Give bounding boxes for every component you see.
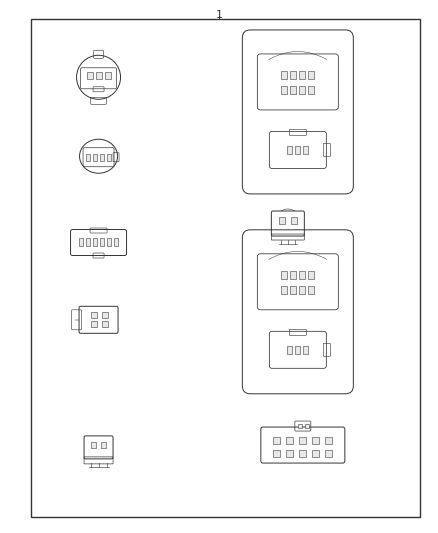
Bar: [279, 217, 285, 224]
Bar: [107, 154, 111, 161]
Bar: [295, 346, 300, 354]
Bar: [290, 271, 296, 279]
Bar: [114, 238, 118, 246]
Bar: [298, 424, 302, 428]
Bar: [273, 437, 280, 443]
Bar: [100, 238, 104, 246]
Bar: [86, 238, 90, 246]
Bar: [281, 271, 287, 279]
Bar: [299, 86, 305, 94]
Bar: [312, 437, 319, 443]
Bar: [93, 238, 97, 246]
Bar: [304, 346, 308, 354]
Bar: [312, 449, 319, 457]
Bar: [91, 312, 96, 318]
Bar: [287, 146, 292, 154]
Bar: [299, 449, 306, 457]
Bar: [79, 238, 83, 246]
Bar: [102, 312, 108, 318]
Bar: [305, 424, 309, 428]
Bar: [91, 321, 96, 327]
Bar: [325, 437, 332, 443]
Bar: [308, 286, 314, 294]
Bar: [308, 86, 314, 94]
Bar: [93, 154, 97, 161]
Text: 1: 1: [215, 10, 223, 20]
Bar: [308, 271, 314, 279]
Bar: [290, 71, 296, 79]
Bar: [299, 437, 306, 443]
Bar: [105, 72, 110, 79]
Bar: [107, 238, 111, 246]
Bar: [281, 286, 287, 294]
Bar: [273, 449, 280, 457]
Bar: [325, 449, 332, 457]
Bar: [290, 286, 296, 294]
Bar: [281, 71, 287, 79]
Bar: [281, 86, 287, 94]
Bar: [100, 154, 104, 161]
Bar: [86, 154, 90, 161]
Bar: [287, 346, 292, 354]
Bar: [31, 19, 420, 517]
Bar: [87, 72, 92, 79]
Bar: [286, 437, 293, 443]
Bar: [291, 217, 297, 224]
Bar: [101, 442, 106, 448]
Bar: [299, 71, 305, 79]
Bar: [304, 146, 308, 154]
Bar: [286, 449, 293, 457]
Bar: [290, 86, 296, 94]
Bar: [308, 71, 314, 79]
Bar: [102, 321, 108, 327]
Bar: [299, 286, 305, 294]
Bar: [91, 442, 96, 448]
Bar: [95, 72, 102, 79]
Bar: [295, 146, 300, 154]
Bar: [299, 271, 305, 279]
